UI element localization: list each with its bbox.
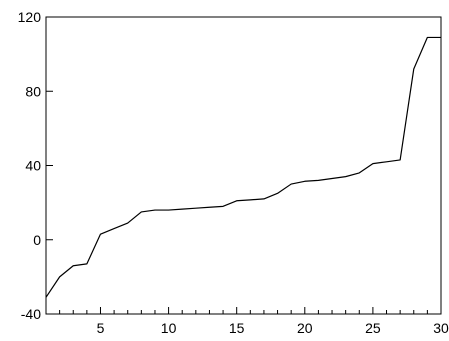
x-tick-labels: 5 10 15 20 25 30 — [97, 320, 449, 336]
series-line-group — [45, 36, 441, 298]
x-tick-label: 15 — [229, 320, 245, 336]
x-tick-label: 30 — [433, 320, 449, 336]
y-tick-label: 0 — [33, 232, 41, 248]
y-axis-ticks — [46, 16, 53, 315]
y-tick-label: -40 — [21, 306, 41, 322]
x-tick-label: 10 — [161, 320, 177, 336]
x-tick-label: 5 — [97, 320, 105, 336]
y-tick-label: 40 — [25, 158, 41, 174]
y-tick-labels: -40 0 40 80 120 — [18, 9, 42, 322]
y-tick-label: 80 — [25, 83, 41, 99]
plot-frame-group — [45, 16, 442, 315]
y-tick-label: 120 — [18, 9, 42, 25]
x-tick-label: 25 — [365, 320, 381, 336]
x-tick-label: 20 — [297, 320, 313, 336]
series-line — [45, 36, 441, 298]
plot-frame — [45, 16, 442, 315]
x-axis-ticks — [59, 307, 442, 314]
